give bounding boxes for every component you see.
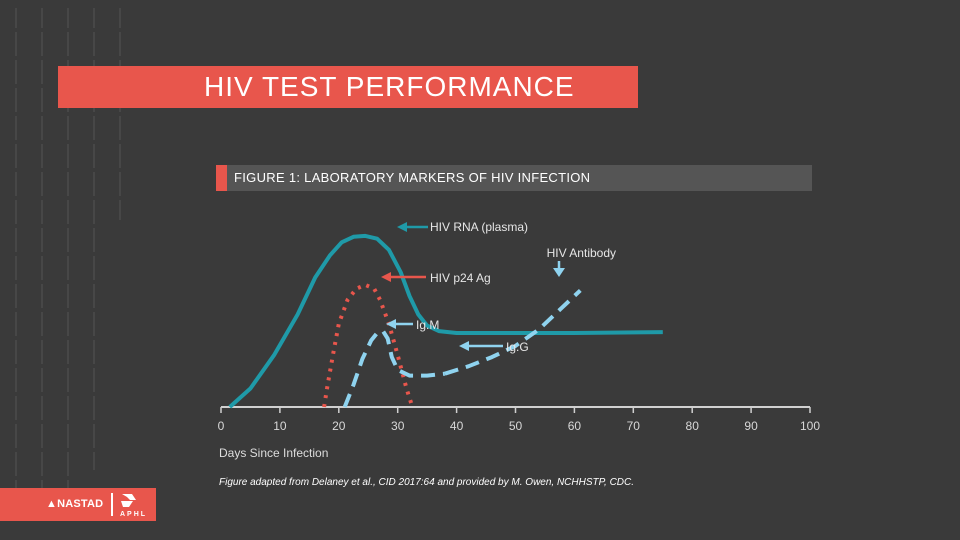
series-line-igg (444, 288, 582, 376)
slide-title: HIV TEST PERFORMANCE (204, 71, 575, 102)
x-tick-label: 10 (273, 419, 287, 433)
figure-title: FIGURE 1: LABORATORY MARKERS OF HIV INFE… (234, 170, 591, 185)
x-tick-label: 20 (332, 419, 346, 433)
svg-text:APHL: APHL (120, 511, 147, 518)
x-tick-label: 90 (744, 419, 758, 433)
x-tick-label: 70 (627, 419, 641, 433)
x-axis: 0 10 20 30 40 50 60 70 80 90 100 (218, 406, 820, 433)
logo-bar: ▲NASTAD APHL (0, 488, 156, 521)
series-line-hiv-rna-plasma- (228, 233, 663, 409)
x-tick-label: 100 (800, 419, 820, 433)
annotation-arrowhead (459, 341, 469, 351)
x-tick-label: 80 (686, 419, 700, 433)
figure-title-bar: FIGURE 1: LABORATORY MARKERS OF HIV INFE… (216, 165, 812, 191)
annotation-layer: HIV RNA (plasma) HIV Antibody HIV p24 Ag Ig… (381, 220, 616, 354)
x-tick-label: 50 (509, 419, 523, 433)
logo-divider (111, 493, 113, 516)
series-layer (228, 233, 663, 409)
x-tick-label: 40 (450, 419, 464, 433)
aphl-logo: APHL (120, 494, 147, 518)
annotation-arrowhead (553, 268, 565, 277)
x-tick-label: 60 (568, 419, 582, 433)
annotation-label: HIV p24 Ag (430, 271, 491, 285)
x-tick-label: 0 (218, 419, 225, 433)
figure-title-accent (216, 165, 227, 191)
annotation-label: Ig.M (416, 318, 439, 332)
annotation-arrowhead (397, 222, 407, 232)
title-banner: HIV TEST PERFORMANCE (58, 66, 638, 108)
series-line-igm (342, 329, 446, 408)
nastad-logo: ▲NASTAD (46, 498, 104, 510)
annotation-arrowhead (381, 272, 391, 282)
annotation-label: HIV Antibody (547, 246, 616, 260)
x-axis-label: Days Since Infection (219, 446, 329, 460)
annotation-label: Ig.G (506, 340, 529, 354)
annotation-arrowhead (386, 319, 396, 329)
annotation-label: HIV RNA (plasma) (430, 220, 528, 234)
series-line-hiv-p24-ag (322, 282, 415, 408)
x-tick-label: 30 (391, 419, 405, 433)
source-note: Figure adapted from Delaney et al., CID … (219, 477, 635, 488)
